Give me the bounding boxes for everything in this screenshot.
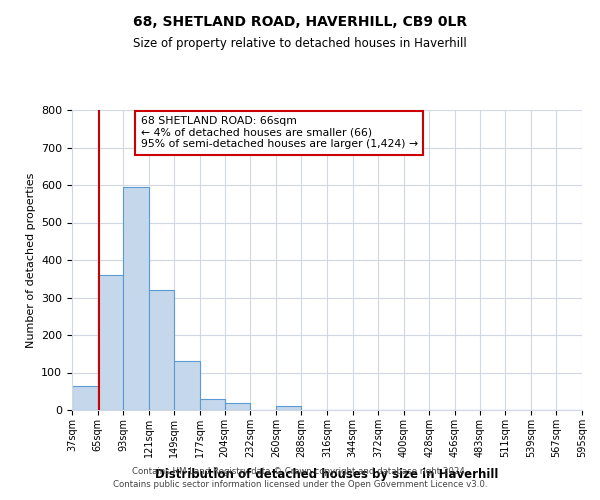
X-axis label: Distribution of detached houses by size in Haverhill: Distribution of detached houses by size … (155, 468, 499, 481)
Bar (72, 386, 98, 410)
Bar (200, 399, 224, 410)
Text: Contains public sector information licensed under the Open Government Licence v3: Contains public sector information licen… (113, 480, 487, 489)
Y-axis label: Number of detached properties: Number of detached properties (26, 172, 35, 348)
Bar (123, 187, 149, 410)
Text: Size of property relative to detached houses in Haverhill: Size of property relative to detached ho… (133, 38, 467, 51)
Bar (224, 402, 250, 410)
Bar (175, 361, 200, 410)
Text: 68 SHETLAND ROAD: 66sqm
← 4% of detached houses are smaller (66)
95% of semi-det: 68 SHETLAND ROAD: 66sqm ← 4% of detached… (141, 116, 418, 149)
Bar (149, 290, 175, 410)
Text: Contains HM Land Registry data © Crown copyright and database right 2024.: Contains HM Land Registry data © Crown c… (132, 467, 468, 476)
Bar (98, 275, 123, 410)
Bar (276, 406, 301, 410)
Text: 68, SHETLAND ROAD, HAVERHILL, CB9 0LR: 68, SHETLAND ROAD, HAVERHILL, CB9 0LR (133, 15, 467, 29)
